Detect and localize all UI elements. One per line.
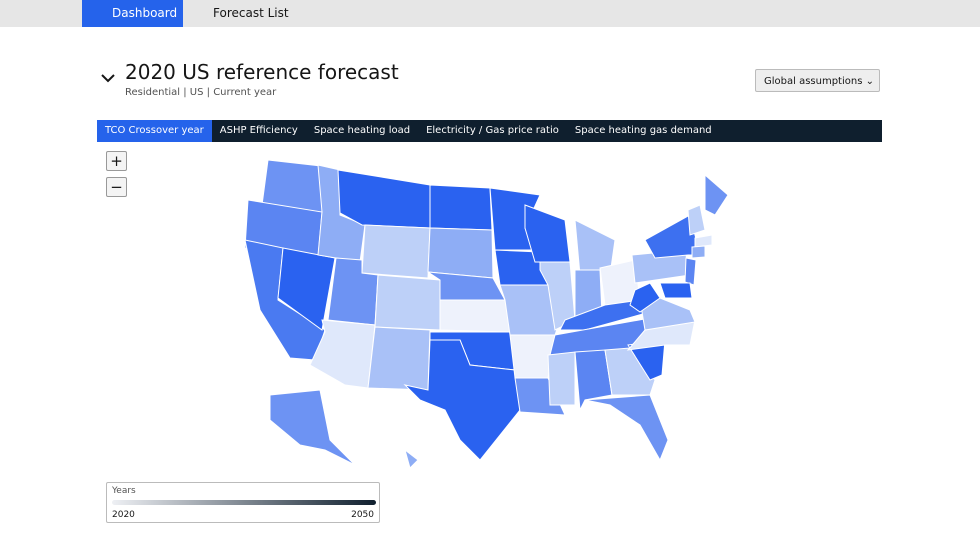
button-label: Global assumptions [764,76,863,87]
state[interactable] [684,257,697,286]
assumptions-button[interactable]: Global assumptions ⌄ [755,69,880,92]
state[interactable] [403,339,521,461]
zoom-in[interactable]: + [106,151,127,171]
state[interactable] [691,245,706,259]
state[interactable] [337,169,431,229]
page-subtitle: Residential | US | Current year [125,87,277,98]
state[interactable] [574,349,613,412]
state[interactable] [439,299,511,333]
state[interactable] [659,282,693,299]
metric-tab[interactable]: TCO Crossover year [97,120,212,142]
state[interactable] [404,448,419,469]
metric-tab[interactable]: Space heating load [313,125,411,136]
page-title: 2020 US reference forecast [125,60,399,84]
state[interactable] [704,173,729,216]
state[interactable] [687,204,706,236]
metric-tabs: TCO Crossover year ASHP Efficiency Space… [97,120,882,142]
legend-min: 2020 [112,510,135,520]
legend-gradient [112,500,376,505]
us-map [244,159,729,469]
state[interactable] [361,224,431,279]
state[interactable] [269,389,356,466]
legend: Years 2020 2050 [106,482,380,523]
state[interactable] [547,351,576,406]
state[interactable] [604,347,656,396]
collapse-icon[interactable] [100,72,116,84]
state[interactable] [629,282,661,313]
legend-title: Years [112,486,136,496]
state[interactable] [514,377,566,416]
state[interactable] [584,394,669,462]
state[interactable] [427,227,494,279]
states [244,159,729,469]
legend-max: 2050 [351,510,374,520]
metric-tab[interactable]: Electricity / Gas price ratio [426,125,559,136]
state[interactable] [539,261,576,331]
zoom-out[interactable]: − [106,177,127,197]
state[interactable] [429,184,493,231]
state[interactable] [367,326,431,391]
nav-tab[interactable]: Dashboard [82,0,183,27]
state[interactable] [694,234,713,248]
state[interactable] [374,274,441,331]
nav-bar: Dashboard Forecast List [0,0,980,27]
metric-tab[interactable]: ASHP Efficiency [219,125,298,136]
nav-tab[interactable]: Forecast List [213,6,289,20]
metric-tab[interactable]: Space heating gas demand [574,125,712,136]
